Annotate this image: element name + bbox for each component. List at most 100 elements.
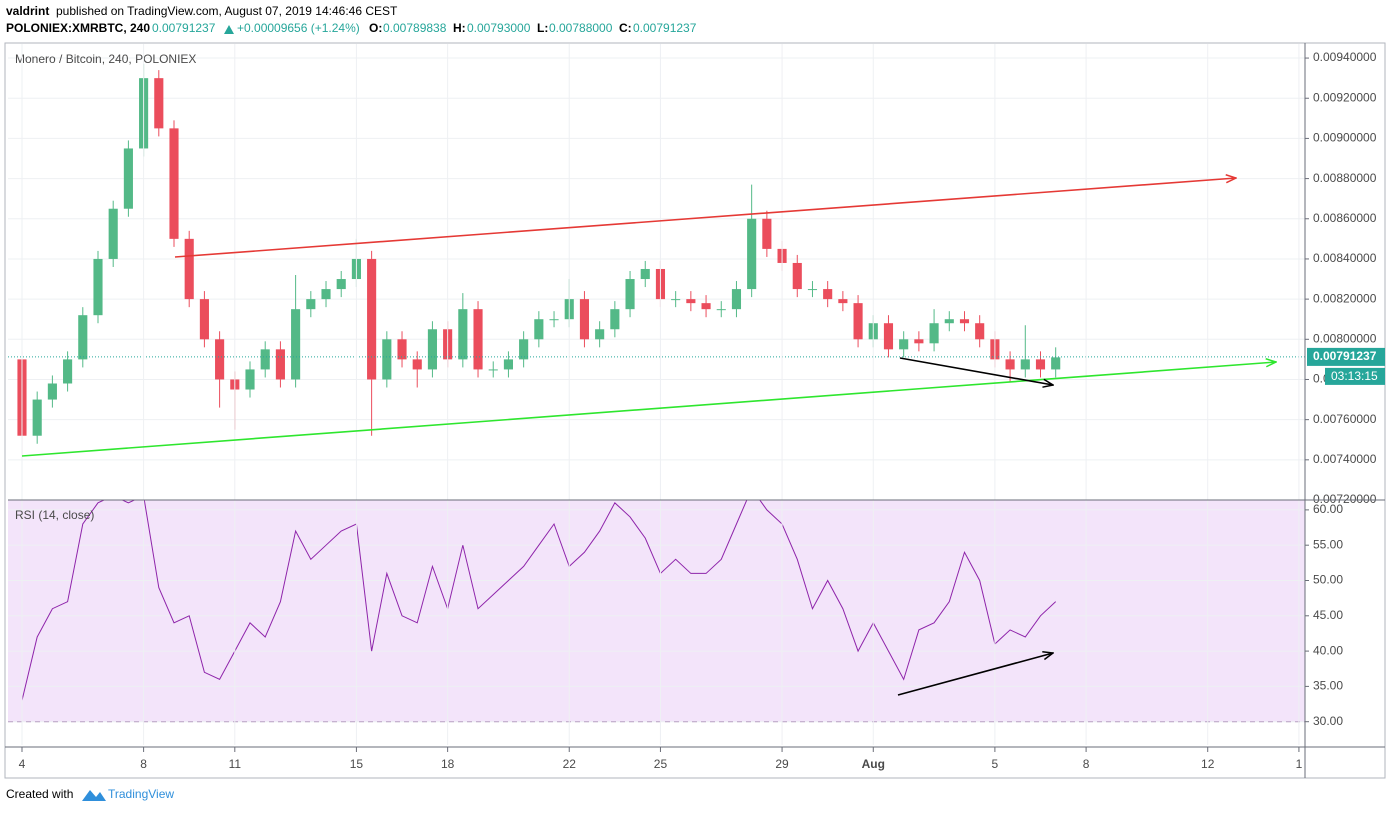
y-tick-label: 0.00760000: [1313, 412, 1377, 426]
c-label: C:: [619, 21, 632, 35]
rsi-background: [8, 500, 1305, 722]
candle-body: [610, 309, 620, 330]
countdown-label: 03:13:15: [1331, 369, 1378, 383]
rsi-line: [21, 500, 1057, 701]
candle-body: [215, 339, 225, 380]
candle-body: [944, 319, 954, 324]
x-tick-label: 29: [775, 757, 789, 771]
plot-area: [8, 500, 1305, 723]
y-tick-label: 35.00: [1313, 679, 1343, 693]
x-tick-label: 1: [1296, 757, 1303, 771]
candle-body: [762, 218, 772, 249]
x-tick-label: 15: [350, 757, 364, 771]
pane-legend: RSI (14, close): [15, 508, 94, 522]
candle-body: [853, 303, 863, 340]
candle-body: [792, 262, 802, 290]
candle-body: [1005, 359, 1015, 370]
h-label: H:: [453, 21, 466, 35]
candle-body: [336, 279, 346, 290]
footer-brand[interactable]: TradingView: [108, 787, 174, 801]
candle-body: [123, 148, 133, 209]
x-tick-label: 11: [229, 757, 242, 771]
author[interactable]: valdrint: [6, 4, 49, 18]
candle-body: [838, 299, 848, 304]
candle-body: [306, 299, 316, 310]
last: 0.00791237: [152, 21, 216, 35]
last-price-tag: [1307, 347, 1385, 366]
candle-body: [321, 289, 331, 300]
candle-body: [899, 339, 909, 350]
candle-body: [1035, 359, 1046, 370]
candle-body: [93, 258, 103, 316]
candle-body: [701, 303, 711, 310]
last-price-label: 0.00791237: [1313, 349, 1377, 363]
candle-body: [549, 319, 559, 321]
candle-body: [823, 289, 833, 300]
x-tick-label: 4: [19, 757, 26, 771]
candle-body: [959, 319, 970, 324]
y-tick-label: 0.00920000: [1313, 90, 1377, 104]
published: published on TradingView.com, August 07,…: [56, 4, 398, 18]
y-tick-label: 40.00: [1313, 643, 1343, 657]
candle-body: [169, 128, 179, 239]
candle-body: [975, 323, 985, 340]
candle-body: [108, 208, 118, 259]
candle-body: [686, 299, 696, 304]
price-divergence-arrow: [899, 357, 1053, 385]
y-tick-label: 60.00: [1313, 502, 1343, 516]
candle-body: [473, 309, 483, 370]
x-tick-label: 8: [1083, 757, 1090, 771]
x-tick-label: Aug: [862, 757, 885, 771]
candle-body: [595, 329, 605, 340]
candle-body: [63, 359, 73, 384]
candle-body: [731, 289, 742, 310]
y-tick-label: 45.00: [1313, 608, 1343, 622]
candle-body: [534, 319, 544, 340]
change: +0.00009656 (+1.24%): [237, 21, 360, 35]
up-arrow: [224, 25, 234, 34]
low: 0.00788000: [549, 21, 613, 35]
candle-body: [807, 289, 818, 291]
o-label: O:: [369, 21, 382, 35]
countdown-tag: [1325, 367, 1385, 385]
candle-body: [367, 258, 377, 380]
candle-body: [1020, 359, 1030, 370]
x-tick-label: 18: [441, 757, 455, 771]
frame: [4, 42, 1386, 779]
y-tick-label: 0.00860000: [1313, 211, 1377, 225]
resistance-line: [174, 178, 1236, 258]
high: 0.00793000: [467, 21, 531, 35]
y-tick-label: 30.00: [1313, 714, 1343, 728]
x-tick-label: 5: [992, 757, 999, 771]
candle-body: [1051, 357, 1061, 370]
candle-body: [747, 218, 757, 290]
candle-body: [275, 349, 285, 380]
candle-body: [625, 279, 635, 310]
drawings: [21, 178, 1276, 457]
candle-body: [503, 359, 513, 370]
candle-body: [519, 339, 529, 360]
y-tick-label: 0.00740000: [1313, 452, 1377, 466]
candle-body: [640, 268, 650, 280]
y-tick-label: 0.00840000: [1313, 251, 1377, 265]
close: 0.00791237: [633, 21, 697, 35]
candle-body: [914, 339, 924, 344]
candle-body: [199, 299, 209, 340]
candle-body: [78, 315, 88, 360]
candle-body: [716, 309, 726, 311]
y-tick-label: 0.00880000: [1313, 171, 1377, 185]
candle-body: [245, 369, 255, 390]
y-tick-label: 50.00: [1313, 573, 1343, 587]
footer-created: Created with: [6, 787, 73, 801]
open: 0.00789838: [383, 21, 447, 35]
candle-body: [154, 78, 164, 129]
candle-body: [427, 329, 437, 370]
y-tick-label: 0.00720000: [1313, 492, 1377, 506]
candle-body: [291, 309, 301, 380]
candle-body: [397, 339, 407, 360]
candle-body: [47, 383, 57, 400]
support-line: [21, 362, 1276, 457]
candle-body: [458, 309, 468, 360]
rsi-divergence-arrow: [897, 653, 1053, 696]
